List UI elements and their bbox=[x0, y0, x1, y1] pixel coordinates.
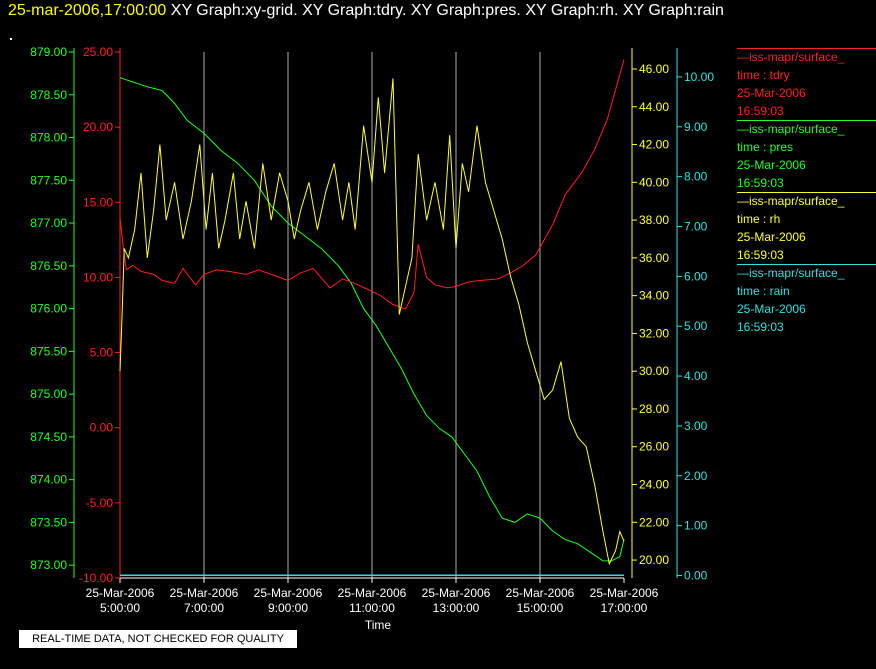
rh-tick-label: 20.00 bbox=[639, 553, 669, 567]
rh-tick-label: 24.00 bbox=[639, 478, 669, 492]
rain-tick-label: 3.00 bbox=[684, 419, 708, 433]
legend-separator bbox=[737, 48, 876, 49]
pres-tick-label: 875.00 bbox=[30, 387, 67, 401]
rain-tick-label: 8.00 bbox=[684, 170, 708, 184]
rain-tick-label: 4.00 bbox=[684, 369, 708, 383]
legend-series-name: —iss-mapr/surface_ bbox=[737, 266, 845, 280]
marker-dot bbox=[10, 38, 12, 40]
x-tick-label-date: 25-Mar-2006 bbox=[170, 586, 239, 600]
x-tick-label-date: 25-Mar-2006 bbox=[506, 586, 575, 600]
rh-tick-label: 26.00 bbox=[639, 440, 669, 454]
x-tick-label-time: 13:00:00 bbox=[433, 601, 480, 615]
x-tick-label-time: 7:00:00 bbox=[184, 601, 224, 615]
pres-tick-label: 875.50 bbox=[30, 344, 67, 358]
pres-tick-label: 877.00 bbox=[30, 216, 67, 230]
legend-time: 16:59:03 bbox=[737, 248, 784, 262]
title-graph-list: XY Graph:xy-grid. XY Graph:tdry. XY Grap… bbox=[170, 2, 724, 19]
legend-separator bbox=[737, 120, 876, 121]
pres-tick-label: 878.00 bbox=[30, 131, 67, 145]
x-tick-label-time: 9:00:00 bbox=[268, 601, 308, 615]
rain-tick-label: 9.00 bbox=[684, 120, 708, 134]
rain-tick-label: 5.00 bbox=[684, 319, 708, 333]
rh-tick-label: 22.00 bbox=[639, 515, 669, 529]
rh-tick-label: 32.00 bbox=[639, 326, 669, 340]
tdry-tick-label: 10.00 bbox=[83, 270, 113, 284]
legend-series-name: —iss-mapr/surface_ bbox=[737, 50, 845, 64]
legend-separator bbox=[737, 264, 876, 265]
pres-tick-label: 874.50 bbox=[30, 430, 67, 444]
rain-tick-label: 7.00 bbox=[684, 220, 708, 234]
x-tick-label-time: 11:00:00 bbox=[349, 601, 395, 615]
pres-tick-label: 878.50 bbox=[30, 88, 67, 102]
x-tick-label-date: 25-Mar-2006 bbox=[590, 586, 659, 600]
pres-tick-label: 877.50 bbox=[30, 173, 67, 187]
tdry-tick-label: 15.00 bbox=[83, 195, 113, 209]
tdry-tick-label: 0.00 bbox=[90, 421, 114, 435]
x-tick-label-time: 17:00:00 bbox=[601, 601, 648, 615]
rh-tick-label: 46.00 bbox=[639, 62, 669, 76]
rain-tick-label: 1.00 bbox=[684, 519, 708, 533]
x-tick-label-date: 25-Mar-2006 bbox=[254, 586, 323, 600]
legend-date: 25-Mar-2006 bbox=[737, 302, 806, 316]
legend-series-name: —iss-mapr/surface_ bbox=[737, 122, 845, 136]
legend-time: 16:59:03 bbox=[737, 320, 784, 334]
legend-separator bbox=[737, 192, 876, 193]
pres-tick-label: 876.50 bbox=[30, 259, 67, 273]
legend-series-label: time : rh bbox=[737, 212, 781, 226]
rh-tick-label: 40.00 bbox=[639, 175, 669, 189]
legend-entry: —iss-mapr/surface_time : tdry 25-Mar-2006… bbox=[737, 48, 876, 120]
legend-time: 16:59:03 bbox=[737, 176, 784, 190]
rh-tick-label: 28.00 bbox=[639, 402, 669, 416]
pres-tick-label: 876.00 bbox=[30, 302, 67, 316]
rain-tick-label: 10.00 bbox=[684, 70, 714, 84]
tdry-tick-label: -5.00 bbox=[86, 496, 114, 510]
legend-time: 16:59:03 bbox=[737, 104, 784, 118]
pres-tick-label: 873.00 bbox=[30, 558, 67, 572]
tdry-tick-label: 20.00 bbox=[83, 120, 113, 134]
legend-series-name: —iss-mapr/surface_ bbox=[737, 194, 845, 208]
rain-tick-label: 6.00 bbox=[684, 269, 708, 283]
rain-tick-label: 0.00 bbox=[684, 569, 708, 583]
title-timestamp: 25-mar-2006,17:00:00 bbox=[8, 2, 167, 19]
rh-tick-label: 30.00 bbox=[639, 364, 669, 378]
tdry-tick-label: -10.00 bbox=[79, 571, 113, 585]
legend-entry: —iss-mapr/surface_time : rh 25-Mar-2006 16… bbox=[737, 192, 876, 264]
legend-date: 25-Mar-2006 bbox=[737, 230, 806, 244]
legend-date: 25-Mar-2006 bbox=[737, 86, 806, 100]
legend-series-label: time : pres bbox=[737, 140, 794, 154]
legend-date: 25-Mar-2006 bbox=[737, 158, 806, 172]
x-tick-label-date: 25-Mar-2006 bbox=[86, 586, 155, 600]
chart-title: 25-mar-2006,17:00:00 XY Graph:xy-grid. X… bbox=[8, 2, 724, 20]
tdry-series-line bbox=[119, 59, 625, 310]
pres-tick-label: 879.00 bbox=[30, 45, 67, 59]
pres-tick-label: 873.50 bbox=[30, 515, 67, 529]
x-tick-label-date: 25-Mar-2006 bbox=[422, 586, 491, 600]
tdry-tick-label: 5.00 bbox=[90, 346, 114, 360]
x-tick-label-time: 5:00:00 bbox=[100, 601, 140, 615]
tdry-tick-label: 25.00 bbox=[83, 45, 113, 59]
pres-tick-label: 874.00 bbox=[30, 473, 67, 487]
rh-tick-label: 42.00 bbox=[639, 138, 669, 152]
rh-series-line bbox=[119, 78, 625, 566]
rh-tick-label: 36.00 bbox=[639, 251, 669, 265]
x-tick-label-time: 15:00:00 bbox=[517, 601, 564, 615]
rain-tick-label: 2.00 bbox=[684, 469, 708, 483]
rh-tick-label: 38.00 bbox=[639, 213, 669, 227]
legend-entry: —iss-mapr/surface_time : pres 25-Mar-2006… bbox=[737, 120, 876, 192]
rh-tick-label: 34.00 bbox=[639, 289, 669, 303]
rh-tick-label: 44.00 bbox=[639, 100, 669, 114]
x-axis-title: Time bbox=[364, 618, 392, 632]
quality-disclaimer: REAL-TIME DATA, NOT CHECKED FOR QUALITY bbox=[19, 630, 297, 648]
x-tick-label-date: 25-Mar-2006 bbox=[338, 586, 407, 600]
legend-entry: —iss-mapr/surface_time : rain 25-Mar-2006… bbox=[737, 264, 876, 336]
legend-series-label: time : rain bbox=[737, 284, 790, 298]
legend-series-label: time : tdry bbox=[737, 68, 790, 82]
pres-series-line bbox=[119, 77, 625, 562]
